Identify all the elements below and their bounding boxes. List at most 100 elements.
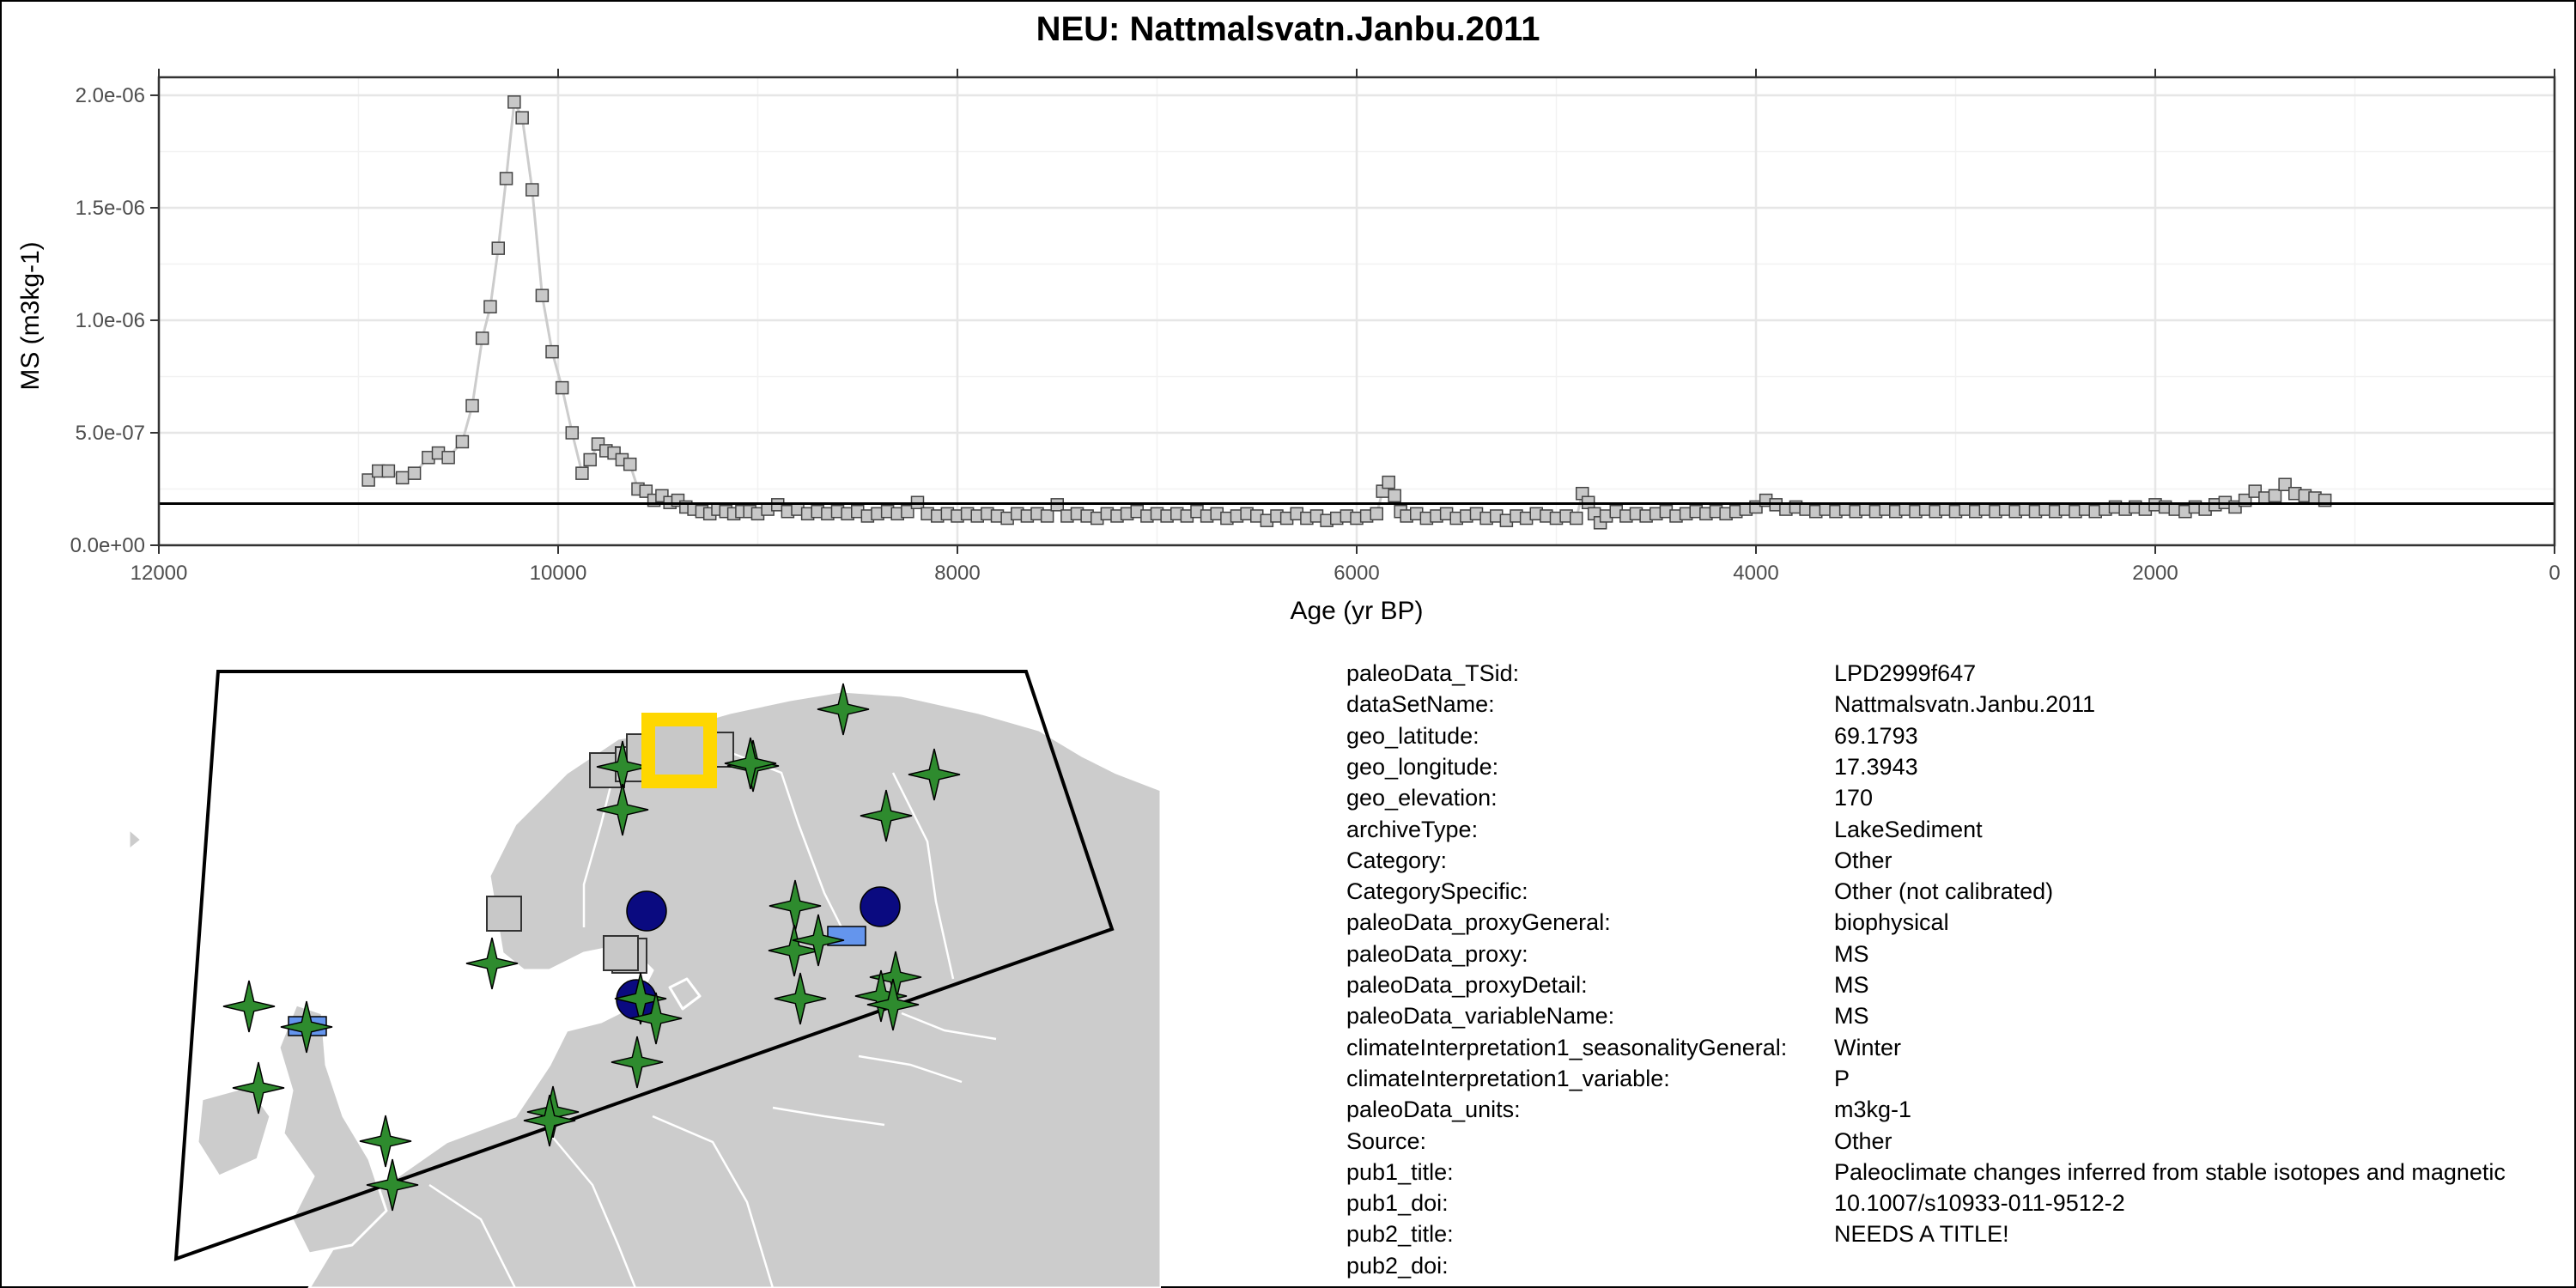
metadata-key: pub1_title:	[1346, 1158, 1454, 1185]
metadata-key: geo_longitude:	[1346, 753, 1499, 780]
metadata-value: Other	[1834, 1127, 1893, 1154]
series-points	[361, 95, 2332, 530]
metadata-value: biophysical	[1834, 909, 1949, 936]
data-point	[1370, 507, 1383, 521]
data-point	[455, 434, 470, 449]
x-tick-label: 4000	[1733, 562, 1778, 585]
site-map	[127, 670, 1161, 1288]
data-point	[565, 426, 580, 440]
metadata-value: MS	[1834, 1003, 1869, 1030]
site-star-marker	[792, 914, 845, 967]
land-greenland-tip	[127, 827, 143, 852]
site-circle-marker	[626, 890, 667, 932]
metadata-panel: paleoData_TSid: LPD2999f647 dataSetName: Na…	[1346, 658, 2574, 1285]
metadata-value: Winter	[1834, 1034, 1902, 1060]
chart-title: NEU: Nattmalsvatn.Janbu.2011	[1036, 10, 1540, 48]
metadata-key: pub2_title:	[1346, 1221, 1454, 1248]
data-point	[2248, 484, 2262, 498]
metadata-key: geo_latitude:	[1346, 722, 1479, 749]
data-point	[483, 300, 497, 314]
site-square-marker	[486, 896, 522, 932]
y-tick-label: 5.0e-07	[76, 422, 145, 445]
site-star-marker	[611, 1036, 664, 1089]
data-point	[1040, 509, 1054, 523]
site-star-marker	[614, 972, 667, 1025]
site-circle-marker	[860, 886, 901, 927]
data-point	[535, 289, 550, 302]
site-star-marker	[523, 1094, 576, 1147]
metadata-value: Other	[1834, 847, 1893, 873]
metadata-value: MS	[1834, 972, 1869, 998]
metadata-key: paleoData_proxyDetail:	[1346, 972, 1588, 998]
metadata-key: pub1_doi:	[1346, 1190, 1449, 1217]
data-point	[526, 183, 539, 197]
data-point	[491, 241, 505, 255]
data-point	[361, 473, 375, 487]
x-tick-label: 10000	[530, 562, 587, 585]
chart-plot: 12000 10000 8000 6000 4000 2000 0 0.0e+00 5.0e-0…	[16, 69, 2561, 625]
data-point	[507, 95, 521, 109]
metadata-value: 170	[1834, 785, 1874, 811]
site-star-marker	[774, 972, 827, 1025]
series-line	[368, 97, 2325, 526]
x-tick-label: 8000	[934, 562, 980, 585]
plot-border	[157, 76, 2556, 547]
data-point	[2278, 477, 2292, 492]
metadata-value: LakeSediment	[1834, 816, 1983, 842]
highlighted-site-marker	[641, 713, 717, 788]
site-star-marker	[768, 924, 821, 977]
x-tick-label: 6000	[1334, 562, 1379, 585]
map-frame	[173, 670, 1115, 1261]
data-point	[1388, 489, 1401, 503]
x-tick-label: 12000	[131, 562, 188, 585]
metadata-key: dataSetName:	[1346, 691, 1495, 718]
metadata-value: NEEDS A TITLE!	[1834, 1221, 2009, 1248]
site-star-marker	[724, 737, 777, 790]
data-point	[901, 504, 914, 519]
series-line-path	[368, 97, 2325, 526]
data-point	[1570, 511, 1583, 526]
metadata-key: climateInterpretation1_seasonalityGenera…	[1346, 1034, 1788, 1060]
site-star-marker	[817, 683, 870, 736]
metadata-value: LPD2999f647	[1834, 660, 1977, 686]
data-point	[515, 111, 529, 125]
data-point	[475, 331, 489, 345]
metadata-key: pub2_doi:	[1346, 1252, 1449, 1279]
data-point	[583, 453, 597, 467]
y-tick-label: 1.5e-06	[76, 197, 145, 220]
metadata-key: climateInterpretation1_variable:	[1346, 1065, 1670, 1091]
site-star-marker	[596, 783, 649, 836]
data-point	[555, 380, 569, 395]
map-site-markers	[222, 683, 961, 1212]
data-point	[381, 464, 396, 478]
site-star-marker	[860, 789, 913, 842]
data-point	[1382, 475, 1395, 489]
metadata-value: 69.1793	[1834, 722, 1918, 749]
site-star-marker	[629, 992, 683, 1045]
metadata-key: Category:	[1346, 847, 1448, 873]
metadata-value: m3kg-1	[1834, 1097, 1912, 1123]
axes: 12000 10000 8000 6000 4000 2000 0 0.0e+00 5.0e-0…	[70, 69, 2561, 585]
site-star-marker	[280, 1000, 333, 1054]
metadata-key: paleoData_variableName:	[1346, 1003, 1615, 1030]
site-star-marker	[366, 1158, 419, 1212]
land-scandinavia	[307, 690, 1161, 1288]
y-tick-label: 1.0e-06	[76, 309, 145, 332]
metadata-value: MS	[1834, 940, 1869, 967]
data-point	[441, 451, 455, 465]
data-point	[545, 344, 559, 359]
data-point	[407, 466, 422, 480]
site-star-marker	[359, 1115, 412, 1168]
metadata-key: paleoData_proxy:	[1346, 940, 1528, 967]
metadata-value: Other (not calibrated)	[1834, 878, 2054, 905]
site-star-marker	[465, 937, 519, 990]
metadata-key: geo_elevation:	[1346, 785, 1498, 811]
metadata-key: paleoData_proxyGeneral:	[1346, 909, 1611, 936]
land-baltic-islands	[668, 977, 702, 1011]
x-tick-label: 0	[2549, 562, 2560, 585]
site-star-marker	[866, 978, 920, 1031]
y-axis-label: MS (m3kg-1)	[16, 241, 45, 390]
metadata-key: paleoData_units:	[1346, 1097, 1521, 1123]
country-borders	[428, 728, 997, 1288]
